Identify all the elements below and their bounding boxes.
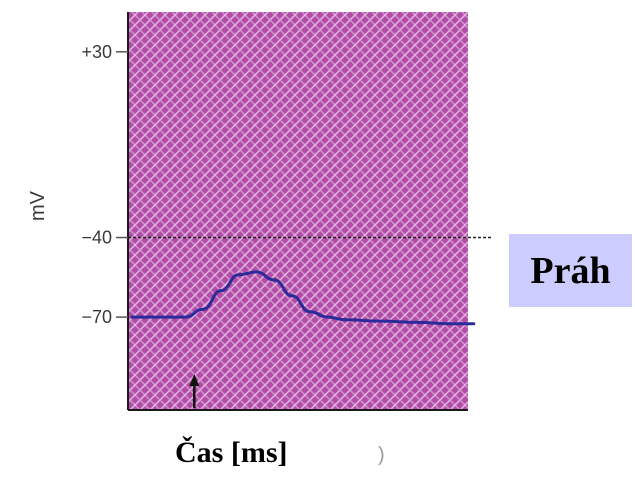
ticks-group: +30 −40 −70: [81, 42, 128, 327]
membrane-potential-line: [130, 270, 476, 326]
x-axis-label: Čas [ms]: [175, 436, 288, 469]
y-axis-label: mV: [27, 190, 49, 221]
stray-mark: ): [378, 444, 385, 466]
y-tick-label: −40: [81, 228, 112, 248]
stimulus-arrow-icon: [189, 374, 200, 386]
y-tick-label: −70: [81, 307, 112, 327]
stimulus-marker-group: [189, 374, 200, 408]
threshold-label: Práh: [509, 234, 632, 307]
series-group: [130, 270, 476, 326]
axes-group: [127, 12, 468, 411]
plot-hatch: [128, 12, 468, 410]
y-tick-label: +30: [81, 42, 112, 62]
